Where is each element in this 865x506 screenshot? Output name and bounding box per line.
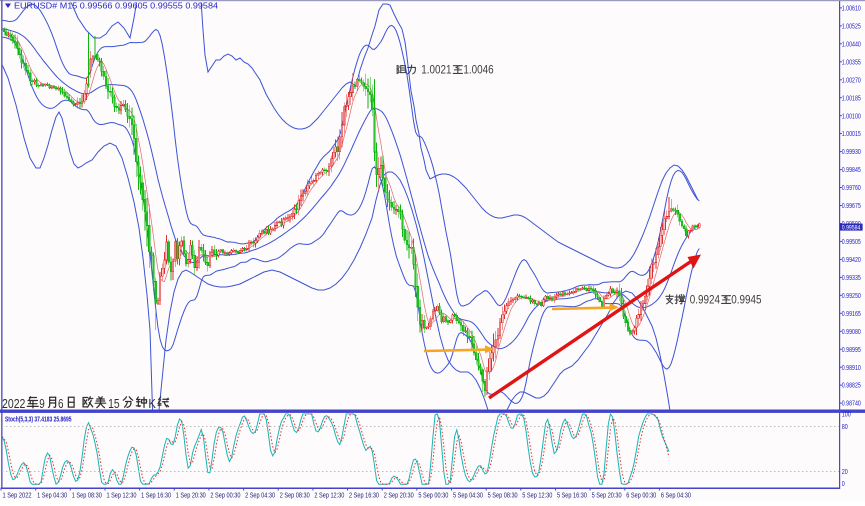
svg-text:1.00355: 1.00355 (842, 59, 861, 66)
svg-text:5 Sep 08:30: 5 Sep 08:30 (488, 493, 518, 500)
svg-text:5 Sep 12:30: 5 Sep 12:30 (522, 493, 552, 500)
svg-text:0.98995: 0.98995 (842, 347, 861, 354)
svg-text:1.0046: 1.0046 (463, 63, 493, 77)
svg-text:6: 6 (58, 396, 64, 411)
svg-text:EURUSD# M15 0.99566 0.99605 0: EURUSD# M15 0.99566 0.99605 0.99555 0.99… (14, 2, 219, 11)
svg-text:1 Sep 20:30: 1 Sep 20:30 (176, 493, 206, 500)
svg-text:1 Sep 12:30: 1 Sep 12:30 (106, 493, 136, 500)
svg-text:0: 0 (842, 481, 845, 488)
svg-text:0.99584: 0.99584 (842, 225, 861, 232)
svg-text:2 Sep 00:30: 2 Sep 00:30 (210, 493, 240, 500)
svg-text:6 Sep 00:30: 6 Sep 00:30 (626, 493, 656, 500)
svg-text:1 Sep 2022: 1 Sep 2022 (3, 493, 32, 500)
svg-text:5 Sep 20:30: 5 Sep 20:30 (592, 493, 622, 500)
svg-text:1 Sep 08:30: 1 Sep 08:30 (72, 493, 102, 500)
svg-text:1.0021: 1.0021 (421, 63, 451, 77)
svg-text:0.99335: 0.99335 (842, 275, 861, 282)
svg-text:Stoch(5,3,3) 37.4183 25.8695: Stoch(5,3,3) 37.4183 25.8695 (5, 417, 72, 424)
svg-text:1.00015: 1.00015 (842, 131, 861, 138)
svg-text:1.00525: 1.00525 (842, 23, 861, 30)
svg-text:100: 100 (842, 412, 851, 419)
svg-text:K: K (148, 396, 156, 411)
svg-text:1.00100: 1.00100 (842, 113, 861, 120)
svg-text:0.99505: 0.99505 (842, 239, 861, 246)
svg-text:0.98910: 0.98910 (842, 365, 861, 372)
svg-text:2 Sep 12:30: 2 Sep 12:30 (314, 493, 344, 500)
svg-text:2 Sep 20:30: 2 Sep 20:30 (384, 493, 414, 500)
svg-text:80: 80 (842, 424, 848, 431)
svg-text:1 Sep 16:30: 1 Sep 16:30 (141, 493, 171, 500)
svg-text:9: 9 (39, 396, 45, 411)
svg-text:0.99250: 0.99250 (842, 293, 861, 300)
svg-text:5 Sep 04:30: 5 Sep 04:30 (453, 493, 483, 500)
svg-text:0.99930: 0.99930 (842, 149, 861, 156)
svg-text:0.99420: 0.99420 (842, 257, 861, 264)
svg-text:0.9924: 0.9924 (690, 293, 720, 307)
svg-text:2022: 2022 (2, 396, 25, 411)
svg-text:1.00270: 1.00270 (842, 77, 861, 84)
svg-text:1.00440: 1.00440 (842, 41, 861, 48)
svg-text:2 Sep 04:30: 2 Sep 04:30 (245, 493, 275, 500)
svg-text:1 Sep 04:30: 1 Sep 04:30 (37, 493, 67, 500)
svg-text:2 Sep 08:30: 2 Sep 08:30 (280, 493, 310, 500)
svg-text:20: 20 (842, 469, 848, 476)
svg-text:15: 15 (108, 396, 120, 411)
svg-text:0.98740: 0.98740 (842, 401, 861, 408)
svg-text:5 Sep 00:30: 5 Sep 00:30 (418, 493, 448, 500)
svg-text:0.99760: 0.99760 (842, 185, 861, 192)
svg-text:0.98825: 0.98825 (842, 383, 861, 390)
svg-text:0.99165: 0.99165 (842, 311, 861, 318)
svg-text:2 Sep 16:30: 2 Sep 16:30 (349, 493, 379, 500)
svg-text:1.00185: 1.00185 (842, 95, 861, 102)
svg-text:0.9945: 0.9945 (731, 293, 761, 307)
svg-text:0.99675: 0.99675 (842, 203, 861, 210)
svg-text:6 Sep 04:30: 6 Sep 04:30 (661, 493, 691, 500)
svg-text:0.99845: 0.99845 (842, 167, 861, 174)
svg-text:5 Sep 16:30: 5 Sep 16:30 (557, 493, 587, 500)
svg-text:0.99080: 0.99080 (842, 329, 861, 336)
svg-text:1.00610: 1.00610 (842, 6, 861, 13)
